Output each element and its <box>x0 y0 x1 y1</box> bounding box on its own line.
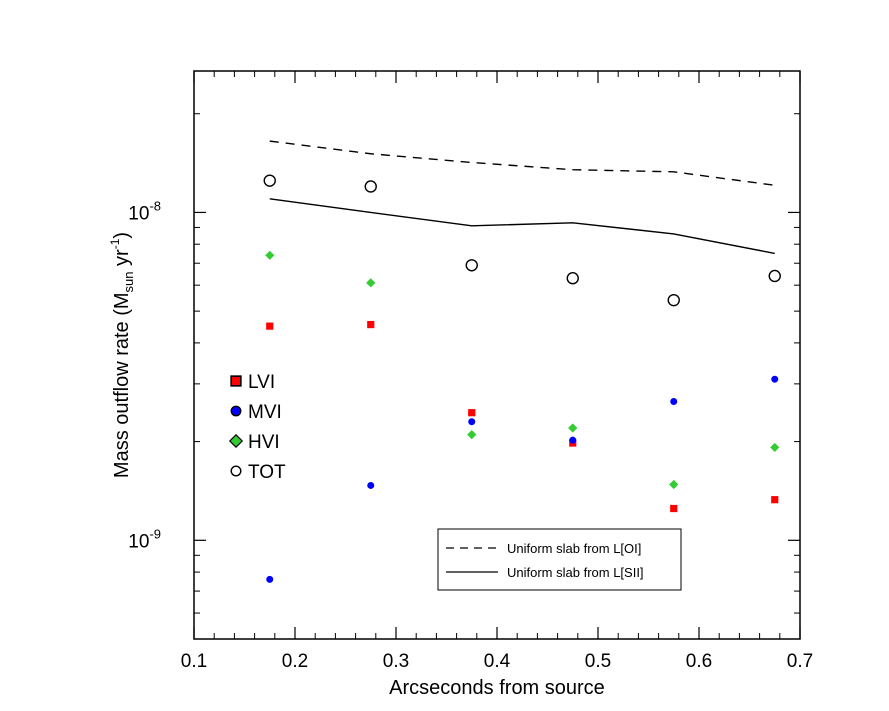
point-lvi <box>266 322 274 330</box>
point-tot <box>263 174 276 187</box>
point-lvi <box>670 504 678 513</box>
legend-label-lvi: LVI <box>248 372 275 393</box>
point-hvi <box>366 278 376 288</box>
x-tick-label: 0.4 <box>484 651 511 672</box>
data-points <box>263 174 781 583</box>
y-axis-title-middle: yr <box>111 249 133 272</box>
point-lvi <box>367 320 375 329</box>
legend-label-mvi: MVI <box>248 402 282 423</box>
y-axis-title-subscript: sun <box>121 271 136 292</box>
point-lvi <box>771 496 779 504</box>
point-mvi <box>670 398 678 406</box>
y-tick-label: 10-9 <box>128 526 161 552</box>
x-tick-label: 0.1 <box>181 651 207 672</box>
point-lvi <box>468 409 476 417</box>
point-mvi <box>771 375 779 383</box>
legend-sii-label: Uniform slab from L[SII] <box>507 565 644 580</box>
line-legend: Uniform slab from L[OI] Uniform slab fro… <box>437 528 682 591</box>
x-tick-label: 0.7 <box>787 651 813 672</box>
y-axis-title-prefix: Mass outflow rate (M <box>111 292 133 478</box>
plot-frame <box>193 70 801 640</box>
minor-ticks <box>194 71 800 640</box>
x-tick-label: 0.2 <box>282 651 308 672</box>
point-mvi <box>569 436 577 444</box>
y-axis-title: Mass outflow rate (Msun yr-1) <box>108 232 136 478</box>
line-uniform-slab-sii <box>269 198 775 255</box>
point-mvi <box>266 575 274 583</box>
point-hvi <box>669 479 679 490</box>
x-tick-label: 0.6 <box>686 651 712 672</box>
marker-legend: LVI MVI HVI TOT <box>228 372 286 483</box>
point-mvi <box>367 481 375 489</box>
point-hvi <box>265 250 275 260</box>
line-uniform-slab-oi <box>269 140 775 186</box>
legend-marker-lvi <box>230 375 242 387</box>
y-tick-labels: 10-9 10-8 <box>128 198 161 552</box>
point-tot <box>364 180 377 193</box>
legend-label-tot: TOT <box>248 462 286 483</box>
point-hvi <box>770 442 780 453</box>
legend-marker-hvi <box>228 433 244 449</box>
y-tick-label: 10-8 <box>128 198 161 224</box>
x-axis-title: Arcseconds from source <box>389 677 605 699</box>
line-legend-box <box>437 528 682 591</box>
legend-marker-tot <box>230 465 242 477</box>
legend-marker-mvi <box>230 405 242 417</box>
point-tot <box>667 293 680 307</box>
point-hvi <box>467 430 477 440</box>
legend-oi-label: Uniform slab from L[OI] <box>507 541 641 556</box>
y-axis-title-suffix: ) <box>111 232 133 239</box>
legend-label-hvi: HVI <box>248 432 280 453</box>
x-tick-label: 0.3 <box>383 651 409 672</box>
point-hvi <box>568 423 578 433</box>
y-axis-title-superscript: -1 <box>108 238 122 249</box>
x-tick-labels: 0.1 0.2 0.3 0.4 0.5 0.6 0.7 <box>181 651 813 672</box>
point-tot <box>768 269 781 283</box>
point-tot <box>465 259 478 272</box>
point-mvi <box>468 418 476 426</box>
x-tick-label: 0.5 <box>585 651 611 672</box>
point-tot <box>566 272 579 285</box>
model-lines <box>269 140 775 255</box>
